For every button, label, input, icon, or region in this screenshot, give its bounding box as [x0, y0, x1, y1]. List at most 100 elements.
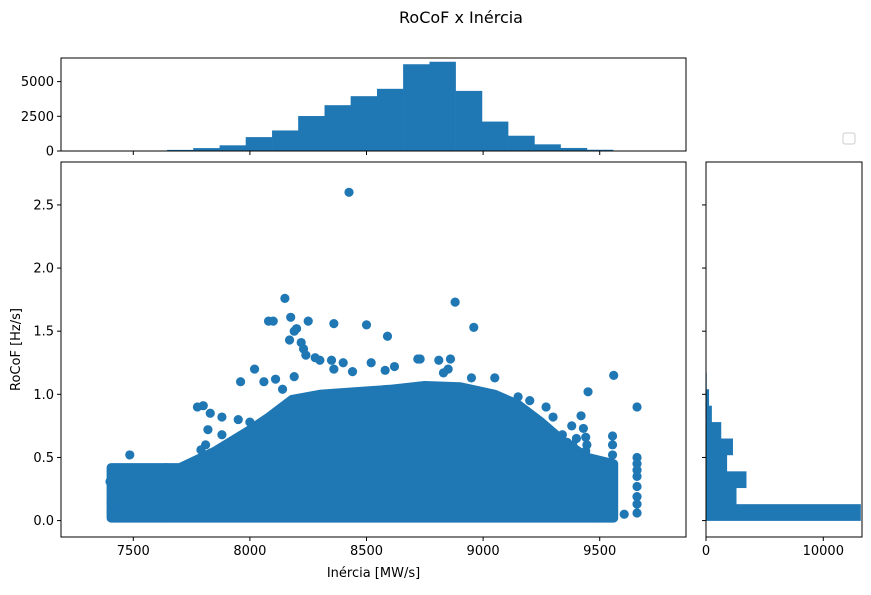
scatter-point [608, 498, 617, 507]
scatter-point [112, 511, 121, 520]
scatter-point [434, 356, 443, 365]
scatter-point [632, 508, 641, 517]
scatter-point [245, 418, 254, 427]
scatter-point [280, 294, 289, 303]
scatter-point [199, 511, 208, 520]
top-histogram-bar [456, 91, 483, 151]
scatter-point [107, 498, 116, 507]
right-histogram-bars [706, 356, 861, 520]
scatter-point [567, 421, 576, 430]
scatter-point [339, 358, 348, 367]
scatter-point [286, 313, 295, 322]
top-histogram-axes: 0 2500 5000 [21, 58, 686, 160]
right-histogram-x-ticks: 0 10000 [702, 537, 844, 559]
scatter-point [154, 483, 163, 492]
right-histogram-y-ticks [702, 205, 706, 521]
top-y-tick-label: 5000 [21, 75, 54, 90]
scatter-point [271, 375, 280, 384]
right-histogram-bar [706, 488, 736, 505]
scatter-point [416, 354, 425, 363]
scatter-point [173, 474, 182, 483]
scatter-point [126, 469, 135, 478]
scatter-point [576, 411, 585, 420]
scatter-point [152, 468, 161, 477]
scatter-point [140, 469, 149, 478]
scatter-point [601, 481, 610, 490]
scatter-point [229, 436, 238, 445]
scatter-point [451, 298, 460, 307]
scatter-point [469, 323, 478, 332]
scatter-point [580, 488, 589, 497]
scatter-point [180, 491, 189, 500]
scatter-point [632, 500, 641, 509]
right-histogram-bar [706, 504, 861, 521]
scatter-point [124, 486, 133, 495]
scatter-x-tick-label: 9000 [467, 544, 500, 559]
scatter-point [525, 396, 534, 405]
scatter-point [602, 491, 611, 500]
right-histogram-bar [706, 406, 712, 423]
scatter-point [632, 482, 641, 491]
scatter-point [327, 356, 336, 365]
scatter-point [390, 362, 399, 371]
top-y-tick-label: 0 [46, 145, 54, 160]
scatter-point [196, 445, 205, 454]
top-histogram-bar [403, 64, 430, 151]
scatter-point [608, 450, 617, 459]
scatter-point [329, 319, 338, 328]
right-x-tick-label: 0 [702, 544, 710, 559]
top-histogram-bar [429, 62, 455, 151]
scatter-point [210, 450, 219, 459]
scatter-x-tick-label: 8500 [350, 544, 383, 559]
scatter-point [367, 358, 376, 367]
scatter-x-tick-label: 7500 [117, 544, 150, 559]
scatter-point [158, 511, 167, 520]
scatter-point [250, 364, 259, 373]
scatter-point [285, 335, 294, 344]
scatter-point [348, 367, 357, 376]
scatter-point [583, 387, 592, 396]
right-histogram-bar [706, 439, 733, 456]
top-histogram-bar [220, 145, 246, 151]
scatter-point [541, 402, 550, 411]
scatter-point [381, 366, 390, 375]
scatter-point [259, 377, 268, 386]
scatter-point [110, 482, 119, 491]
x-axis-label: Inércia [MW/s] [327, 566, 420, 581]
top-histogram-bar [325, 105, 351, 151]
top-y-tick-label: 2500 [21, 110, 54, 125]
scatter-point [567, 457, 576, 466]
top-histogram-y-ticks: 0 2500 5000 [21, 75, 61, 159]
scatter-point [620, 510, 629, 519]
scatter-point [632, 402, 641, 411]
scatter-y-tick-label: 1.5 [33, 325, 54, 340]
scatter-y-tick-label: 0.5 [33, 451, 54, 466]
scatter-point [211, 510, 220, 519]
scatter-point [574, 469, 583, 478]
scatter-point [608, 507, 617, 516]
right-histogram-axes: 0 10000 [702, 162, 862, 559]
scatter-point [304, 316, 313, 325]
scatter-point [206, 409, 215, 418]
scatter-point [315, 356, 324, 365]
top-histogram-bar [482, 122, 508, 151]
scatter-point [234, 415, 243, 424]
scatter-point [217, 430, 226, 439]
scatter-y-tick-label: 1.0 [33, 388, 54, 403]
scatter-point [117, 501, 126, 510]
right-x-tick-label: 10000 [803, 544, 844, 559]
scatter-point [581, 478, 590, 487]
top-histogram-bars [140, 62, 639, 151]
scatter-point [576, 459, 585, 468]
top-histogram-bar [298, 116, 325, 151]
scatter-point [548, 412, 557, 421]
top-histogram-bar [508, 136, 535, 151]
scatter-point [609, 371, 618, 380]
scatter-x-tick-label: 8000 [233, 544, 266, 559]
top-histogram-bar [246, 137, 273, 151]
scatter-point [581, 447, 590, 456]
scatter-point [278, 385, 287, 394]
right-histogram-bar [706, 471, 746, 488]
